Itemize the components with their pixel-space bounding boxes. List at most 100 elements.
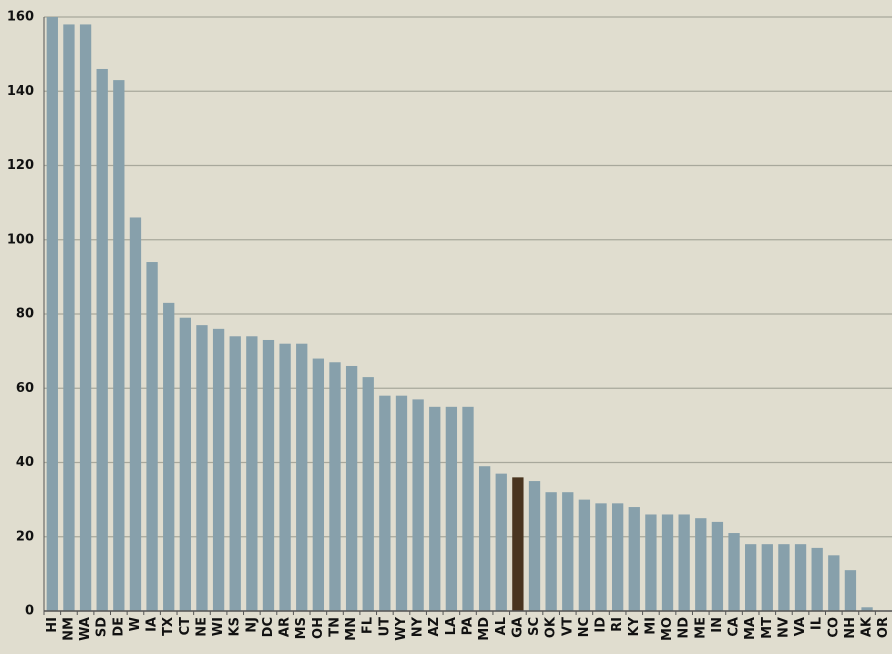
bar xyxy=(312,358,325,611)
x-tick-label: TN xyxy=(327,617,342,637)
bar xyxy=(329,362,341,611)
y-tick-label: 80 xyxy=(16,307,34,322)
x-tick-label: NC xyxy=(577,617,592,637)
x-tick-label: UT xyxy=(377,617,392,637)
x-tick-label: GA xyxy=(510,617,525,638)
bar xyxy=(412,399,424,611)
bar xyxy=(562,492,574,611)
bar xyxy=(379,395,391,611)
y-tick-label: 100 xyxy=(7,232,34,247)
bar xyxy=(179,317,191,611)
x-tick-label: AL xyxy=(494,617,509,635)
x-tick-label: SC xyxy=(527,617,542,636)
bar xyxy=(828,555,840,611)
x-tick-label: FL xyxy=(361,617,376,634)
bar xyxy=(778,544,790,611)
x-tick-label: MT xyxy=(760,617,775,639)
x-tick-label: NV xyxy=(776,617,791,638)
x-tick-label: IN xyxy=(710,617,725,633)
x-tick-label: VT xyxy=(560,617,575,636)
y-tick-label: 40 xyxy=(16,455,34,470)
x-tick-label: MD xyxy=(477,617,492,641)
x-tick-label: SD xyxy=(95,617,110,637)
x-tick-label: W xyxy=(128,617,143,631)
x-tick-label: OH xyxy=(311,617,326,639)
x-tick-label: RI xyxy=(610,617,625,632)
x-tick-label: NY xyxy=(411,616,426,637)
y-tick-label: 160 xyxy=(7,10,34,25)
x-tick-label: AK xyxy=(860,616,875,637)
bar xyxy=(745,544,757,611)
bar xyxy=(661,514,674,611)
x-tick-label: MS xyxy=(294,617,309,639)
bar xyxy=(96,68,108,612)
bar xyxy=(844,570,857,611)
x-tick-label: VA xyxy=(793,617,808,636)
x-tick-label: MI xyxy=(643,617,658,635)
x-tick-label: OK xyxy=(544,616,559,638)
y-tick-label: 20 xyxy=(16,529,34,544)
bar xyxy=(129,217,142,611)
bar xyxy=(711,521,724,611)
bar xyxy=(429,406,441,611)
y-tick-label: 0 xyxy=(25,604,34,619)
bar xyxy=(478,466,491,611)
bar xyxy=(246,336,258,611)
x-tick-label: CT xyxy=(178,617,193,636)
x-tick-label: NM xyxy=(61,617,76,641)
y-tick-label: 120 xyxy=(7,158,34,173)
x-tick-label: WI xyxy=(211,617,226,636)
bar xyxy=(678,514,690,611)
x-tick-label: NH xyxy=(843,617,858,639)
bar xyxy=(695,518,707,611)
bar xyxy=(279,343,291,611)
x-tick-label: HI xyxy=(45,617,60,633)
x-tick-label: AZ xyxy=(427,617,442,637)
bar xyxy=(196,325,208,611)
bar xyxy=(362,377,374,611)
bar xyxy=(761,544,773,611)
x-tick-label: IA xyxy=(145,617,160,632)
x-tick-label: IL xyxy=(810,617,825,630)
bar xyxy=(146,262,158,611)
bar xyxy=(296,343,308,611)
x-tick-label: KY xyxy=(627,616,642,636)
bar xyxy=(445,406,458,611)
bar xyxy=(113,80,125,612)
x-tick-label: NJ xyxy=(244,617,259,633)
x-tick-label: CO xyxy=(826,617,841,638)
x-tick-label: ID xyxy=(594,617,609,633)
x-tick-label: OR xyxy=(876,617,891,638)
y-tick-label: 140 xyxy=(7,84,34,99)
y-tick-label: 60 xyxy=(16,381,34,396)
bar xyxy=(462,406,474,611)
bar xyxy=(545,492,557,611)
x-tick-label: TX xyxy=(161,617,176,636)
x-tick-label: ND xyxy=(677,617,692,639)
x-tick-label: AR xyxy=(278,617,293,637)
x-tick-label: WY xyxy=(394,616,409,640)
x-tick-label: ME xyxy=(693,617,708,639)
x-tick-label: MN xyxy=(344,617,359,641)
bar xyxy=(645,514,657,611)
bar xyxy=(395,395,408,611)
x-tick-label: CA xyxy=(727,617,742,637)
bar xyxy=(512,477,524,611)
x-tick-label: PA xyxy=(461,617,476,635)
bar xyxy=(212,328,225,611)
bar xyxy=(229,336,241,611)
x-tick-label: KS xyxy=(228,617,243,636)
x-tick-label: DC xyxy=(261,617,276,637)
bar xyxy=(578,499,591,611)
bar xyxy=(794,544,807,611)
bar xyxy=(595,503,607,611)
bar xyxy=(63,24,75,612)
x-tick-label: DE xyxy=(111,617,126,637)
bar xyxy=(495,473,507,611)
bar xyxy=(345,365,358,611)
bar xyxy=(811,547,823,611)
bar xyxy=(79,24,92,612)
bar xyxy=(728,533,740,611)
x-tick-label: MA xyxy=(743,617,758,640)
